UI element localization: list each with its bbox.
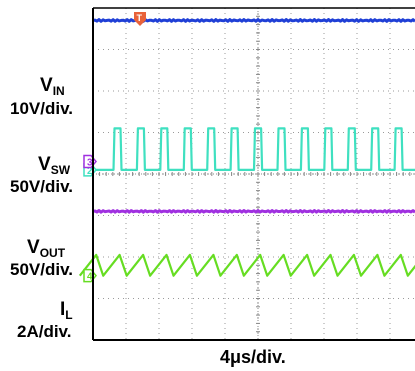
time-scale-label: 4μs/div. <box>220 347 286 367</box>
trace-l <box>78 253 415 277</box>
vin-scale: 10V/div. <box>10 99 73 118</box>
trace-out <box>92 209 415 214</box>
trace-sw <box>93 127 415 171</box>
channel-marker-number: 4 <box>87 272 93 283</box>
vsw-label: VSW <box>38 154 71 177</box>
vsw-scale: 50V/div. <box>10 177 73 196</box>
traces <box>78 18 415 277</box>
il-label: IL <box>60 299 73 322</box>
vin-label: VIN <box>40 75 65 98</box>
grid <box>92 7 415 341</box>
vout-scale: 50V/div. <box>10 260 73 279</box>
vout-label: VOUT <box>27 237 66 260</box>
trigger-marker-shape <box>134 12 146 26</box>
channel-marker-number: 3 <box>87 158 93 169</box>
channel-marker-number: 2 <box>87 166 93 177</box>
trigger-marker: T <box>134 12 146 26</box>
trigger-marker-letter: T <box>137 13 143 23</box>
trace-in <box>92 18 415 23</box>
il-scale: 2A/div. <box>17 322 72 341</box>
